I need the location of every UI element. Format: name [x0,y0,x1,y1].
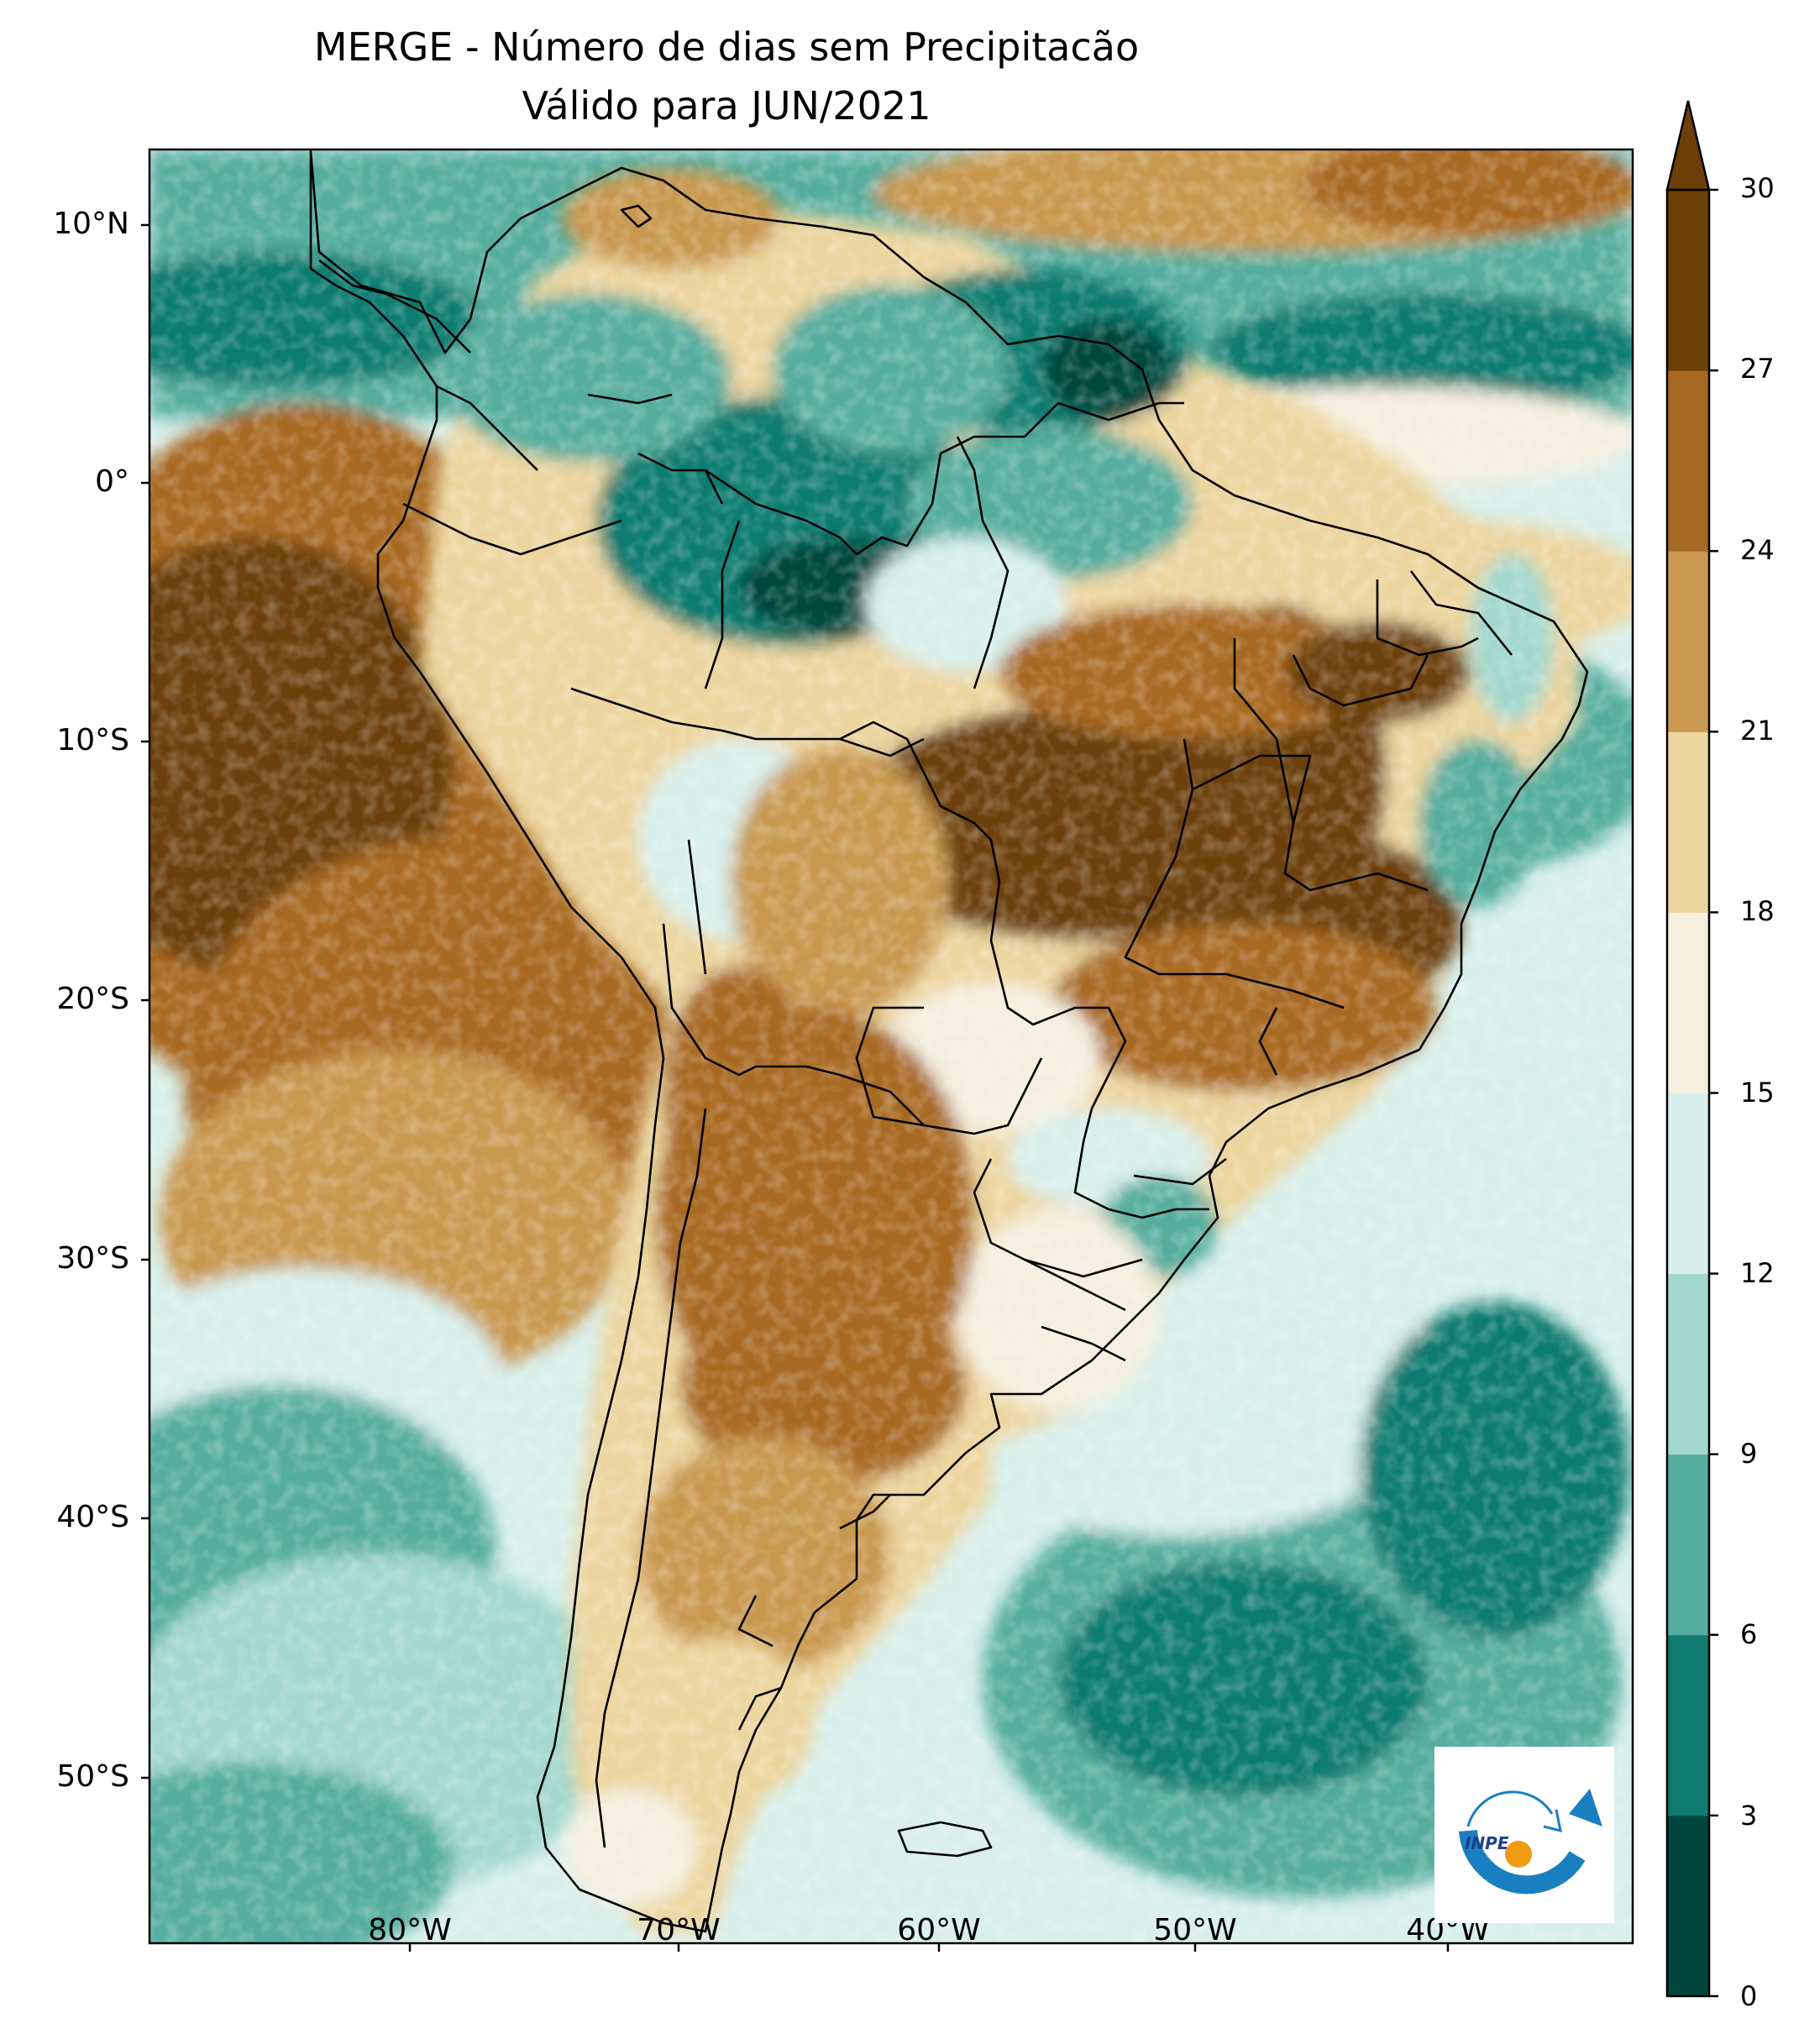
colorbar-bin [1667,1634,1709,1816]
country-borders [309,149,1589,1933]
colorbar-tick-label: 9 [1740,1438,1758,1470]
inpe-logo: INPE [1434,1747,1614,1923]
colorbar-bin [1667,551,1709,732]
lat-label: 20°S [56,982,129,1016]
south-america-coastline [309,149,1589,1933]
colorbar-bin [1667,190,1709,371]
lat-label: 0° [95,464,129,499]
map-title-line2: Válido para JUN/2021 [522,83,931,128]
colorbar-tick-label: 6 [1740,1618,1758,1650]
colorbar-tick-label: 18 [1740,895,1775,927]
colorbar-tick-label: 3 [1740,1800,1758,1832]
inpe-logo-graphic: INPE [1459,1789,1602,1895]
colorbar-outline [1665,188,1711,1998]
colorbar-tick-label: 0 [1740,1980,1758,2012]
colorbar-tick-label: 27 [1740,353,1775,385]
colorbar-tick-label: 12 [1740,1257,1775,1289]
map-field [149,149,1633,1943]
colorbar-bin [1667,1093,1709,1275]
map-title-line1: MERGE - Número de dias sem Precipitacão [313,24,1140,70]
axis-ticks [141,223,1450,1952]
lon-label: 50°W [1153,1913,1237,1947]
colorbar-bin [1667,1815,1709,1997]
colorbar-tick-label: 24 [1740,534,1775,566]
lat-label: 40°S [56,1500,129,1534]
colorbar-tick-label: 21 [1740,715,1775,747]
colorbar-extend-arrow [1665,100,1711,191]
lon-label: 60°W [897,1913,981,1947]
colorbar-tick-label: 30 [1740,172,1775,204]
lon-label: 80°W [368,1913,452,1947]
colorbar-bin [1667,1273,1709,1455]
trinidad [620,204,653,228]
colorbar-tick-label: 15 [1740,1077,1775,1108]
falkland-islands [897,1821,993,1858]
lon-label: 70°W [637,1913,721,1947]
colorbar-bin [1667,731,1709,913]
map-frame [148,148,1634,1945]
brazil-border [705,401,1184,556]
inpe-logo-text: INPE [1465,1833,1509,1853]
lat-label: 50°S [56,1759,129,1794]
colorbar [1665,100,1718,1998]
lat-label: 10°N [53,207,129,241]
lat-label: 10°S [56,723,129,757]
colorbar-bin [1667,912,1709,1093]
colorbar-bin [1667,370,1709,552]
colorbar-bin [1667,1454,1709,1636]
lat-label: 30°S [56,1241,129,1276]
